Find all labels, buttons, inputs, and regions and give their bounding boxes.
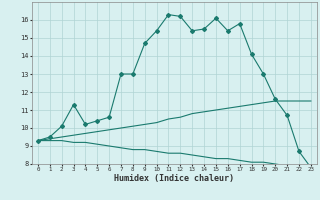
X-axis label: Humidex (Indice chaleur): Humidex (Indice chaleur): [115, 174, 234, 183]
